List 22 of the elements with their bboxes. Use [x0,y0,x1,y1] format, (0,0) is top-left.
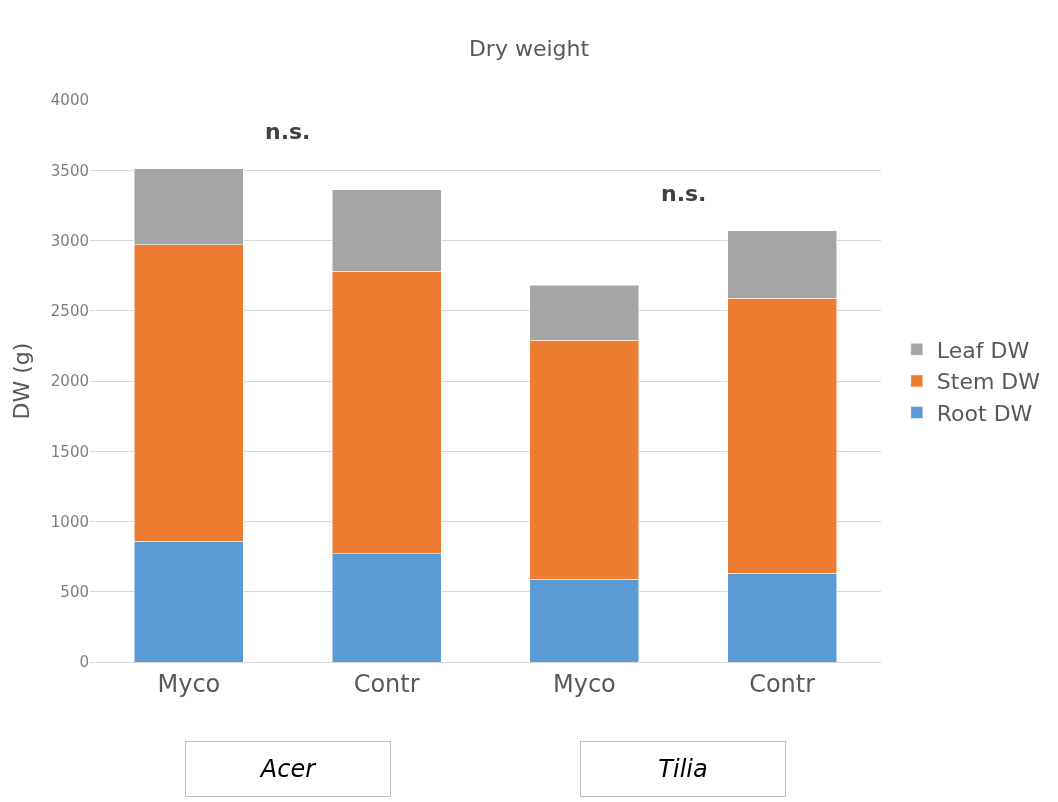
y-tick-label: 2000 [50,372,89,391]
y-tick-label: 3000 [50,231,89,250]
y-tick-label: 0 [79,653,89,672]
y-tick-label: 2500 [50,302,89,320]
text: Acer [258,755,318,783]
legend-label: Stem DW [936,369,1041,395]
chart-title: Dry weight [468,35,590,61]
x-tick-label: Contr [749,669,816,698]
y-tick-label: 1000 [50,512,89,531]
legend-label: Root DW [936,401,1033,427]
x-tick-label: Contr [353,669,420,698]
legend-label: Leaf DW [936,337,1030,363]
annotation: n.s. [265,119,311,144]
x-tick-label: Myco [552,669,616,698]
annotation: n.s. [661,181,707,206]
x-tick-label: Myco [157,669,221,698]
y-tick-label: 500 [60,583,89,601]
y-tick-label: 3500 [50,161,89,180]
y-tick-label: 1500 [50,442,89,461]
text: Tilia [658,755,708,783]
y-tick-label: 4000 [50,91,89,110]
y-axis-title: DW (g) [8,342,34,420]
